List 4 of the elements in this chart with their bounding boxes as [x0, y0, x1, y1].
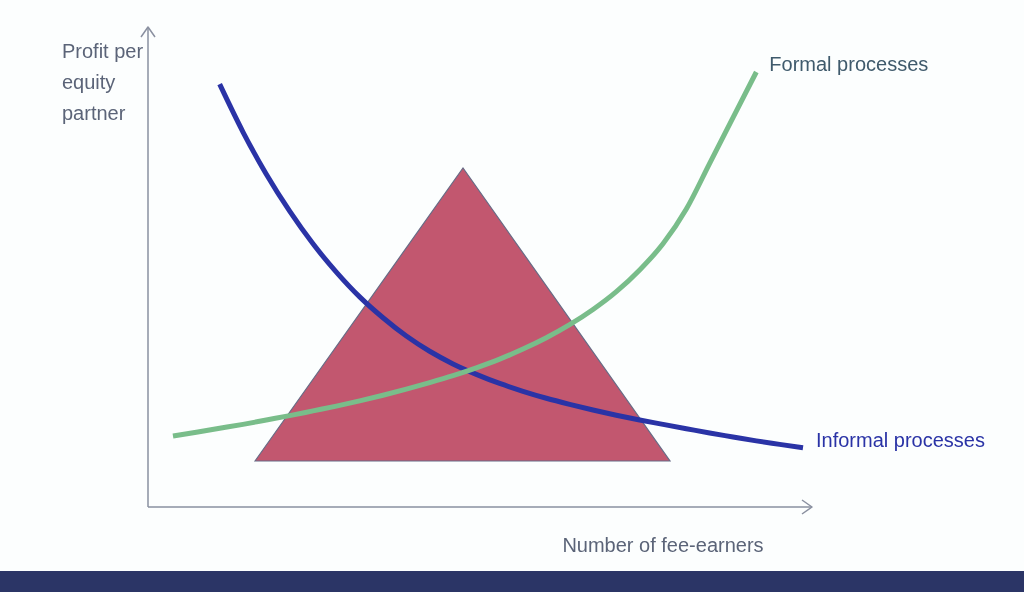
x-axis-title: Number of fee-earners [562, 534, 764, 556]
series-label: Informal processes [816, 429, 985, 452]
series-label: Formal processes [769, 53, 929, 76]
y-axis-title: Profit per equity partner [62, 40, 144, 124]
